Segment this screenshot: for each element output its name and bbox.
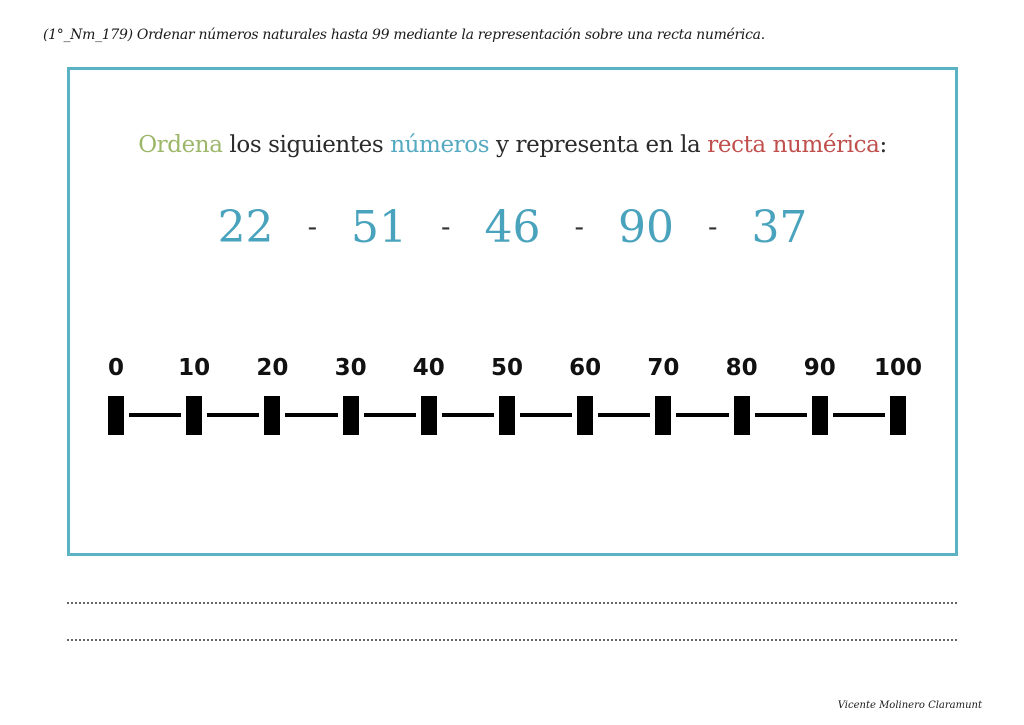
tick-label: 80: [725, 355, 758, 381]
line-segment: [520, 413, 573, 417]
exercise-card: Ordena los siguientes números y represen…: [67, 67, 958, 556]
line-segment: [363, 413, 416, 417]
instruction-fragment: y representa en la: [489, 132, 708, 158]
separator: -: [574, 210, 584, 243]
tick-label: 100: [873, 355, 923, 381]
tick-mark: [264, 396, 281, 435]
line-segment: [129, 413, 182, 417]
tick-label: 40: [412, 355, 445, 381]
number-item: 51: [351, 202, 408, 253]
line-segment: [285, 413, 338, 417]
tick-mark: [186, 396, 203, 435]
tick-mark: [577, 396, 594, 435]
instruction-fragment: los siguientes: [222, 132, 391, 158]
tick-label: 70: [647, 355, 680, 381]
tick-mark: [499, 396, 515, 435]
tick-mark: [108, 396, 124, 435]
instruction-word-recta: recta numérica: [707, 132, 880, 158]
instruction-colon: :: [879, 132, 887, 158]
instruction-text: Ordena los siguientes números y represen…: [70, 132, 955, 158]
separator: -: [307, 210, 318, 243]
answer-line-2[interactable]: [67, 639, 957, 641]
number-item: 37: [751, 202, 808, 253]
worksheet-title: (1°_Nm_179) Ordenar números naturales ha…: [43, 27, 765, 43]
tick-label: 0: [107, 355, 125, 381]
number-item: 46: [484, 202, 541, 253]
number-line: 0 10 20 30 40 50 60 70 80 90 100: [70, 70, 955, 553]
line-segment: [832, 413, 885, 417]
separator: -: [441, 210, 451, 243]
number-item: 90: [617, 202, 674, 253]
tick-mark: [733, 396, 750, 435]
line-segment: [598, 413, 651, 417]
line-segment: [207, 413, 260, 417]
instruction-word-ordena: Ordena: [138, 132, 223, 158]
tick-mark: [420, 396, 437, 435]
line-segment: [676, 413, 729, 417]
tick-label: 10: [178, 355, 211, 381]
tick-label: 30: [334, 355, 367, 381]
tick-mark: [890, 396, 906, 435]
author-credit: Vicente Molinero Claramunt: [837, 700, 982, 711]
tick-mark: [811, 396, 828, 435]
line-segment: [441, 413, 494, 417]
tick-mark: [342, 396, 359, 435]
tick-label: 20: [256, 355, 289, 381]
separator: -: [707, 210, 718, 243]
numbers-to-order: 22 - 51 - 46 - 90 - 37: [70, 202, 955, 253]
tick-mark: [655, 396, 672, 435]
instruction-word-numeros: números: [390, 132, 490, 158]
line-segment: [754, 413, 807, 417]
tick-label: 50: [490, 355, 524, 381]
answer-line-1[interactable]: [67, 602, 957, 604]
tick-label: 60: [569, 355, 602, 381]
number-item: 22: [217, 202, 274, 253]
tick-label: 90: [803, 355, 836, 381]
